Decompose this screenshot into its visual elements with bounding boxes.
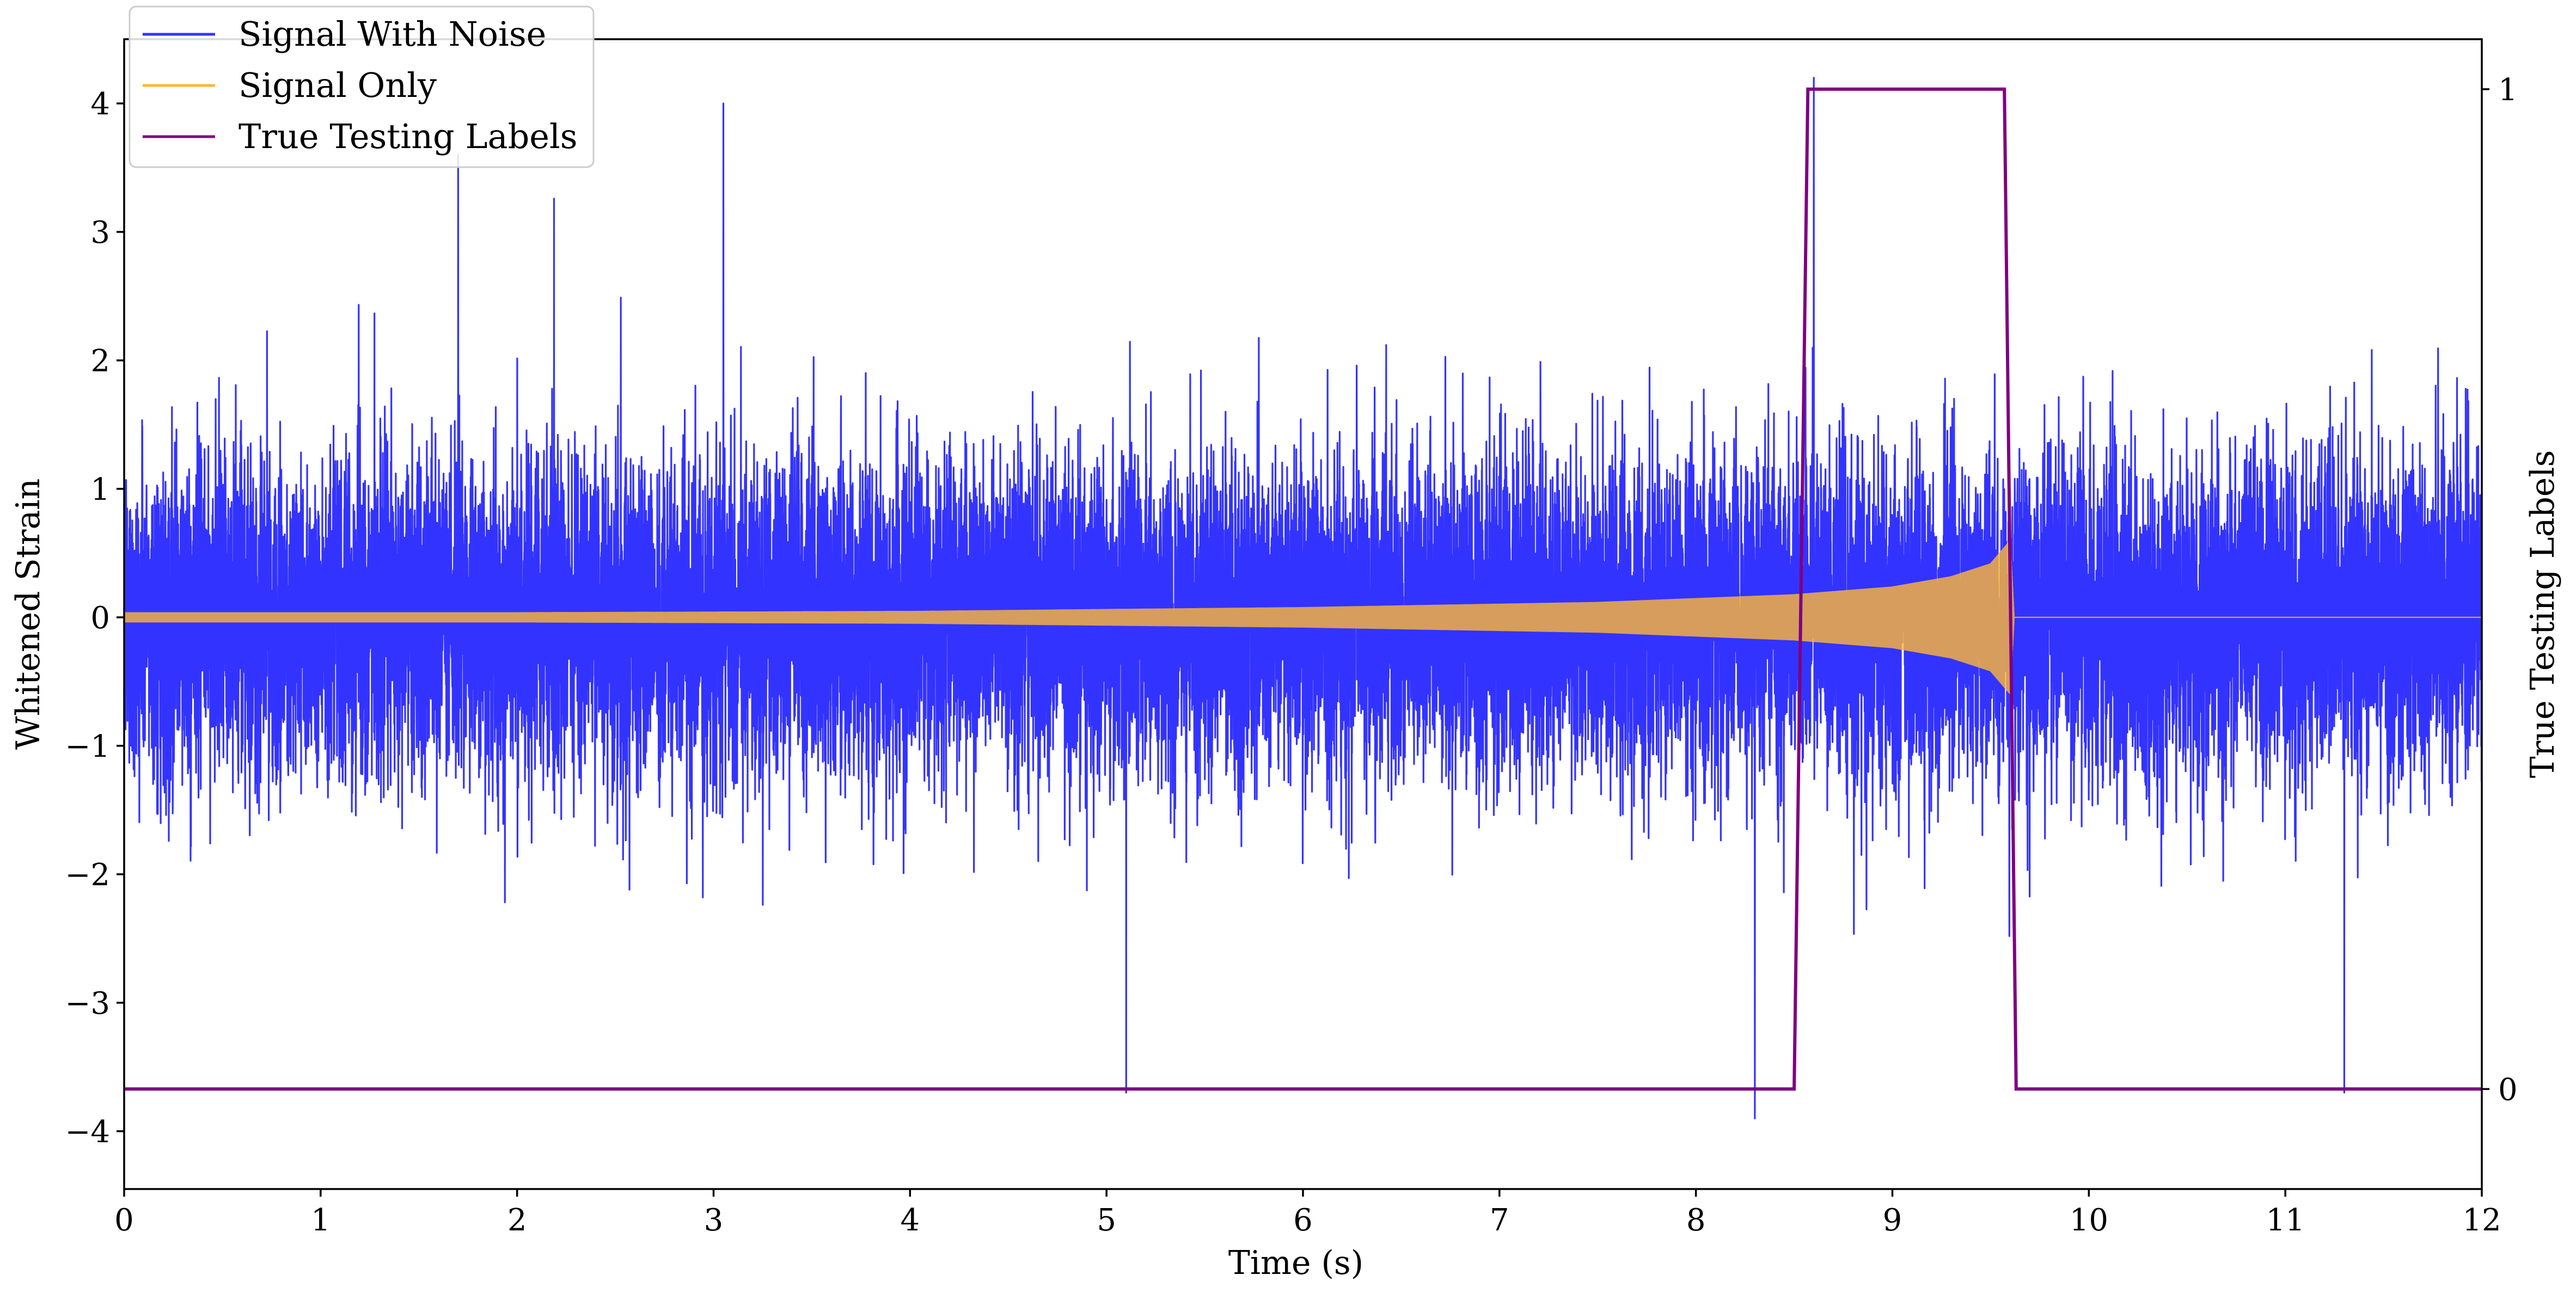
series-true-testing-labels-line [124, 87, 2482, 1091]
series-signal-with-noise-line [124, 77, 2482, 1119]
y-tick-label: 3 [90, 215, 110, 250]
plot-area [124, 77, 2482, 1119]
x-tick-label: 3 [704, 1203, 724, 1238]
legend-item-signal-with-noise: Signal With Noise [143, 14, 546, 54]
x-tick-label: 11 [2266, 1203, 2305, 1238]
x-tick-label: 1 [311, 1203, 331, 1238]
y2-tick-label: 1 [2498, 72, 2518, 108]
y-tick-label: −1 [65, 729, 110, 764]
x-tick-label: 10 [2070, 1203, 2108, 1238]
legend-box [129, 5, 595, 168]
y-tick-label: 2 [90, 344, 110, 379]
x-tick-label: 8 [1686, 1203, 1706, 1238]
series-signal-only-line [124, 540, 2482, 695]
legend-item-true-testing-labels: True Testing Labels [143, 117, 578, 156]
x-tick-label: 6 [1293, 1203, 1313, 1238]
y-tick-label: −3 [65, 986, 110, 1021]
y-tick-label: 1 [90, 472, 110, 507]
y-axis-label: Whitened Strain [9, 479, 47, 750]
y-tick-label: 4 [90, 87, 110, 122]
legend-label-signal-with-noise: Signal With Noise [238, 14, 546, 54]
x-tick-label: 0 [114, 1203, 134, 1238]
y-axis-left: 4 3 2 1 0 −1 −2 −3 −4 [65, 87, 124, 1150]
legend-item-signal-only: Signal Only [143, 65, 437, 105]
x-tick-label: 5 [1097, 1203, 1116, 1238]
x-tick-label: 12 [2462, 1203, 2501, 1238]
legend-label-signal-only: Signal Only [238, 65, 437, 105]
y-tick-label: −4 [65, 1114, 110, 1150]
x-tick-label: 9 [1883, 1203, 1902, 1238]
x-axis: 0 1 2 3 4 5 6 7 8 9 10 11 12 [114, 1189, 2501, 1238]
x-tick-label: 2 [507, 1203, 527, 1238]
y-tick-label: 0 [90, 601, 110, 636]
x-axis-label: Time (s) [1228, 1244, 1363, 1282]
legend: Signal With Noise Signal Only True Testi… [129, 5, 595, 168]
y-tick-label: −2 [65, 857, 110, 893]
y2-axis-label: True Testing Labels [2524, 450, 2562, 779]
y2-tick-label: 0 [2498, 1072, 2518, 1107]
y-axis-right: 10 [2482, 72, 2518, 1107]
x-tick-label: 4 [901, 1203, 920, 1238]
x-tick-label: 7 [1490, 1203, 1509, 1238]
legend-label-true-testing-labels: True Testing Labels [238, 117, 578, 156]
